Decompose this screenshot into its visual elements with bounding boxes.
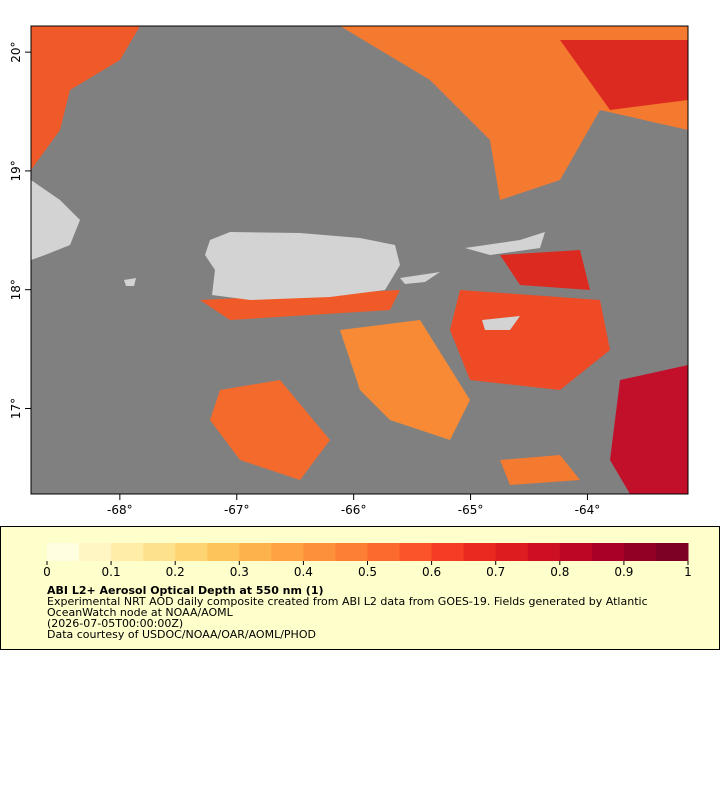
mona [124, 278, 136, 286]
colorbar-segment [239, 543, 272, 561]
colorbar-tick-label: 0.7 [486, 565, 505, 579]
colorbar-tick-label: 0.6 [422, 565, 441, 579]
colorbar-segment [591, 543, 625, 561]
colorbar-segment [463, 543, 497, 561]
colorbar-segment [207, 543, 240, 561]
legend-line: Experimental NRT AOD daily composite cre… [47, 595, 648, 608]
land [31, 180, 545, 330]
hispaniola [31, 180, 80, 260]
legend-line: (2026-07-05T00:00:00Z) [47, 617, 183, 630]
x-tick-label: -66° [341, 503, 367, 517]
colorbar-segment [303, 543, 336, 561]
colorbar-tick-label: 0.1 [102, 565, 121, 579]
st-croix [482, 316, 520, 330]
colorbar-segment [367, 543, 401, 561]
aerosol-field [31, 26, 688, 494]
aod-patch [450, 290, 610, 390]
y-tick-label: 20° [9, 41, 23, 62]
colorbar-segment [399, 543, 433, 561]
x-tick-label: -64° [575, 503, 601, 517]
x-tick-label: -65° [458, 503, 484, 517]
aod-patch [31, 26, 140, 170]
x-tick-label: -67° [224, 503, 250, 517]
colorbar-tick-label: 0.9 [614, 565, 633, 579]
aod-patch [340, 320, 470, 440]
colorbar-tick-label: 0.4 [294, 565, 313, 579]
aod-patch [610, 365, 688, 494]
legend-line: OceanWatch node at NOAA/AOML [47, 606, 234, 619]
x-tick-label: -68° [107, 503, 133, 517]
legend-title: ABI L2+ Aerosol Optical Depth at 550 nm … [47, 584, 324, 597]
aod-patch [560, 40, 688, 110]
colorbar-segment [655, 543, 689, 561]
y-tick-label: 17° [9, 398, 23, 419]
vieques [400, 272, 440, 284]
colorbar-segment [495, 543, 529, 561]
colorbar-segment [143, 543, 176, 561]
colorbar-tick-label: 0.3 [230, 565, 249, 579]
colorbar-segment [175, 543, 208, 561]
colorbar-segment [47, 543, 80, 561]
map-frame [30, 25, 689, 495]
colorbar-segment [527, 543, 561, 561]
colorbar-tick-label: 0.5 [358, 565, 377, 579]
colorbar-segment [559, 543, 593, 561]
aod-patch [210, 380, 330, 480]
colorbar-tick-label: 0.8 [550, 565, 569, 579]
y-tick-label: 18° [9, 279, 23, 300]
virgin-islands [465, 232, 545, 255]
colorbar-tick-label: 1 [684, 565, 692, 579]
colorbar-segment [271, 543, 304, 561]
colorbar-segment [79, 543, 112, 561]
aod-patch [500, 250, 590, 290]
colorbar-tick-label: 0.2 [166, 565, 185, 579]
colorbar-segment [111, 543, 144, 561]
colorbar-segment [623, 543, 657, 561]
colorbar-segment [335, 543, 368, 561]
aod-patch [500, 455, 580, 485]
puerto-rico [205, 232, 400, 300]
colorbar-tick-label: 0 [43, 565, 51, 579]
y-tick-label: 19° [9, 160, 23, 181]
colorbar-segment [431, 543, 465, 561]
legend-line: Data courtesy of USDOC/NOAA/OAR/AOML/PHO… [47, 628, 316, 641]
